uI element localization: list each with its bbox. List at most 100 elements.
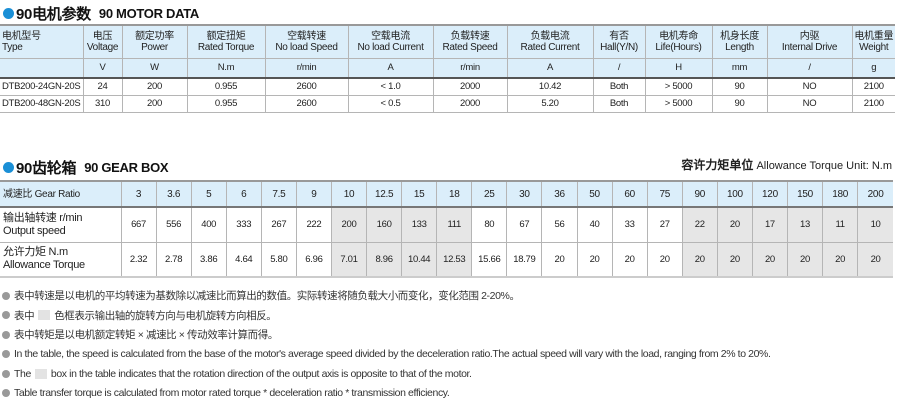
note-text: 表中: [14, 309, 35, 322]
header-text: Power: [141, 41, 168, 53]
header-cell: 有否 Hall(Y/N): [592, 24, 646, 59]
table-cell: 200: [857, 180, 893, 208]
table-cell: 2100: [851, 94, 895, 113]
bullet-icon: [2, 389, 10, 398]
bullet-icon: [3, 8, 14, 19]
unit-cell: H: [644, 57, 713, 79]
table-cell: 80: [471, 206, 508, 243]
table-cell: 18: [436, 180, 473, 208]
header-text: 电机重量: [854, 30, 894, 42]
table-cell: 667: [120, 206, 157, 243]
table-cell: 0.955: [186, 94, 266, 113]
torque-unit-note: 容许力矩单位 Allowance Torque Unit: N.m: [681, 156, 892, 173]
table-cell: 20: [611, 241, 648, 278]
table-cell: 400: [190, 206, 227, 243]
table-cell: 10.44: [401, 241, 438, 278]
bullet-icon: [2, 369, 10, 378]
header-text: 负载电流: [530, 30, 570, 42]
table-cell: 133: [401, 206, 438, 243]
table-cell: Both: [592, 94, 646, 113]
title-cn: 90齿轮箱: [16, 160, 77, 177]
note-item: 表中转速是以电机的平均转速为基数除以减速比而算出的数值。实际转速将随负载大小而变…: [2, 286, 771, 306]
table-cell: 9: [295, 180, 332, 208]
table-cell: DTB200-24GN-20S: [0, 77, 84, 96]
title-cn: 90电机参数: [16, 6, 91, 23]
note-item: In the table, the speed is calculated fr…: [2, 345, 771, 365]
table-cell: 20: [751, 241, 788, 278]
header-cell: 额定扭矩 Rated Torque: [186, 24, 266, 59]
table-cell: 2600: [264, 94, 349, 113]
table-cell: 40: [576, 206, 613, 243]
header-text: Weight: [859, 41, 889, 53]
header-text: Length: [725, 41, 754, 53]
table-cell: 22: [681, 206, 718, 243]
header-text: 空载转速: [287, 30, 326, 42]
table-cell: 5.80: [260, 241, 297, 278]
table-cell: 10: [330, 180, 368, 208]
header-cell: 空载电流 No load Current: [347, 24, 434, 59]
table-cell: 333: [225, 206, 262, 243]
header-text: 机身长度: [720, 30, 759, 42]
table-row: DTB200-24GN-20S 24 200 0.955 2600 < 1.0 2000 10…: [0, 77, 895, 96]
table-cell: 30: [506, 180, 543, 208]
table-cell: 200: [121, 77, 188, 96]
table-cell: < 1.0: [347, 77, 434, 96]
table-cell: 12.5: [366, 180, 403, 208]
header-text: 电压: [92, 30, 113, 42]
table-cell: 25: [471, 180, 508, 208]
unit-cell: r/min: [432, 57, 508, 79]
header-text: No load Current: [357, 41, 424, 53]
bullet-icon: [2, 350, 10, 359]
table-cell: DTB200-48GN-20S: [0, 94, 84, 113]
shaded-box-swatch: [38, 310, 51, 321]
table-cell: 267: [260, 206, 297, 243]
note-text: In the table, the speed is calculated fr…: [14, 348, 771, 361]
note-item: The box in the table indicates that the r…: [2, 364, 771, 384]
unit-cell: /: [766, 57, 853, 79]
table-cell: 67: [506, 206, 543, 243]
table-cell: 180: [822, 180, 859, 208]
table-cell: 33: [611, 206, 648, 243]
table-cell: 10: [857, 206, 893, 243]
header-text: 内驱: [799, 30, 820, 42]
header-cell: 额定功率 Power: [121, 24, 188, 59]
table-cell: 20: [857, 241, 893, 278]
table-cell: 24: [82, 77, 123, 96]
note-text: Table transfer torque is calculated from…: [14, 387, 450, 400]
header-text: Rated Speed: [442, 41, 498, 53]
bullet-icon: [2, 291, 10, 300]
label-text: Allowance Torque: [3, 259, 85, 272]
table-cell: 2000: [432, 94, 508, 113]
shaded-box-swatch: [34, 368, 47, 379]
header-text: 额定功率: [135, 30, 174, 42]
bullet-icon: [2, 311, 10, 320]
table-cell: 20: [716, 241, 753, 278]
bullet-icon: [2, 330, 10, 339]
title-en: 90 GEAR BOX: [84, 160, 169, 175]
table-cell: 18.79: [506, 241, 543, 278]
table-cell: 556: [155, 206, 192, 243]
table-cell: > 5000: [644, 94, 713, 113]
note-text: 色框表示输出轴的旋转方向与电机旋转方向相反。: [54, 309, 277, 322]
unit-cell: A: [506, 57, 594, 79]
header-text: 空载电流: [371, 30, 410, 42]
table-cell: 13: [786, 206, 824, 243]
header-text: 额定扭矩: [206, 30, 246, 42]
header-text: 负载转速: [450, 30, 490, 42]
table-row: 允许力矩 N.m Allowance Torque 2.32 2.78 3.86 4.64…: [0, 241, 893, 278]
header-text: Rated Current: [520, 41, 580, 53]
table-cell: 160: [366, 206, 403, 243]
table-cell: 2.78: [155, 241, 192, 278]
note-item: 表中转矩是以电机额定转矩 × 减速比 × 传动效率计算而得。: [2, 325, 771, 345]
header-text: No load Speed: [275, 41, 338, 53]
table-cell: 6: [225, 180, 262, 208]
motor-data-table: 电机型号 Type 电压 Voltage 额定功率 Power 额定扭矩 Rated Torq…: [0, 24, 895, 113]
label-text: 允许力矩 N.m: [3, 246, 68, 259]
header-text: Hall(Y/N): [600, 41, 638, 53]
header-text: Voltage: [86, 41, 119, 53]
unit-cn: 容许力矩单位: [681, 158, 754, 172]
header-cell: 电机寿命 Life(Hours): [644, 24, 713, 59]
header-cell: 负载电流 Rated Current: [506, 24, 594, 59]
table-cell: 20: [822, 241, 859, 278]
